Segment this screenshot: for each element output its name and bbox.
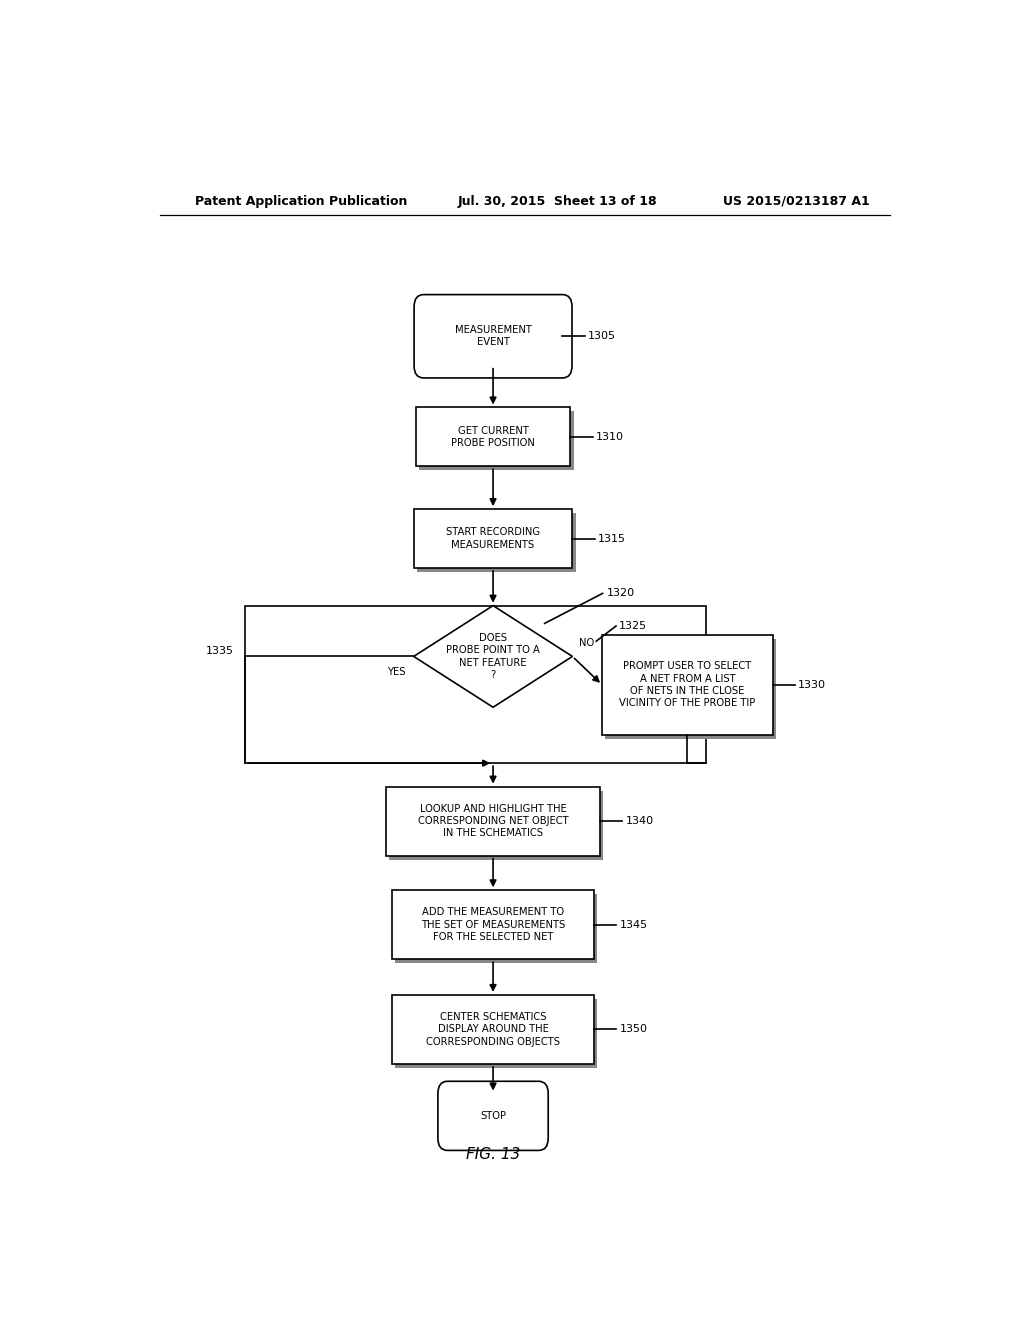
Text: FIG. 13: FIG. 13 (466, 1147, 520, 1162)
Text: 1310: 1310 (596, 432, 624, 442)
Text: STOP: STOP (480, 1111, 506, 1121)
Text: 1305: 1305 (588, 331, 615, 342)
Bar (419, 412, 573, 470)
Bar (417, 513, 575, 572)
Text: START RECORDING
MEASUREMENTS: START RECORDING MEASUREMENTS (446, 527, 540, 549)
Text: LOOKUP AND HIGHLIGHT THE
CORRESPONDING NET OBJECT
IN THE SCHEMATICS: LOOKUP AND HIGHLIGHT THE CORRESPONDING N… (418, 804, 568, 838)
Bar (414, 510, 572, 568)
Text: ADD THE MEASUREMENT TO
THE SET OF MEASUREMENTS
FOR THE SELECTED NET: ADD THE MEASUREMENT TO THE SET OF MEASUR… (421, 907, 565, 942)
Bar (392, 890, 594, 960)
Bar (605, 639, 776, 739)
Bar (392, 995, 594, 1064)
Text: CENTER SCHEMATICS
DISPLAY AROUND THE
CORRESPONDING OBJECTS: CENTER SCHEMATICS DISPLAY AROUND THE COR… (426, 1012, 560, 1047)
Text: 1325: 1325 (620, 620, 647, 631)
FancyBboxPatch shape (414, 294, 572, 378)
Bar (389, 791, 603, 859)
Bar (395, 894, 597, 964)
Text: PROMPT USER TO SELECT
A NET FROM A LIST
OF NETS IN THE CLOSE
VICINITY OF THE PRO: PROMPT USER TO SELECT A NET FROM A LIST … (620, 661, 756, 709)
Text: 1345: 1345 (620, 920, 648, 929)
Text: 1340: 1340 (626, 816, 653, 826)
Polygon shape (414, 606, 572, 708)
Text: MEASUREMENT
EVENT: MEASUREMENT EVENT (455, 325, 531, 347)
Text: 1350: 1350 (620, 1024, 647, 1035)
Bar (395, 999, 597, 1068)
Text: NO: NO (579, 639, 594, 648)
Text: DOES
PROBE POINT TO A
NET FEATURE
?: DOES PROBE POINT TO A NET FEATURE ? (446, 632, 540, 680)
Text: 1330: 1330 (798, 680, 826, 690)
Bar (416, 408, 570, 466)
Text: Jul. 30, 2015  Sheet 13 of 18: Jul. 30, 2015 Sheet 13 of 18 (458, 194, 657, 207)
Text: GET CURRENT
PROBE POSITION: GET CURRENT PROBE POSITION (452, 425, 535, 447)
Text: 1320: 1320 (606, 589, 635, 598)
Bar (602, 635, 773, 735)
Bar (386, 787, 600, 855)
Text: Patent Application Publication: Patent Application Publication (196, 194, 408, 207)
Bar (246, 606, 706, 763)
FancyBboxPatch shape (438, 1081, 548, 1151)
Text: 1335: 1335 (206, 647, 233, 656)
Text: YES: YES (387, 667, 406, 677)
Text: 1315: 1315 (598, 533, 626, 544)
Text: US 2015/0213187 A1: US 2015/0213187 A1 (723, 194, 870, 207)
